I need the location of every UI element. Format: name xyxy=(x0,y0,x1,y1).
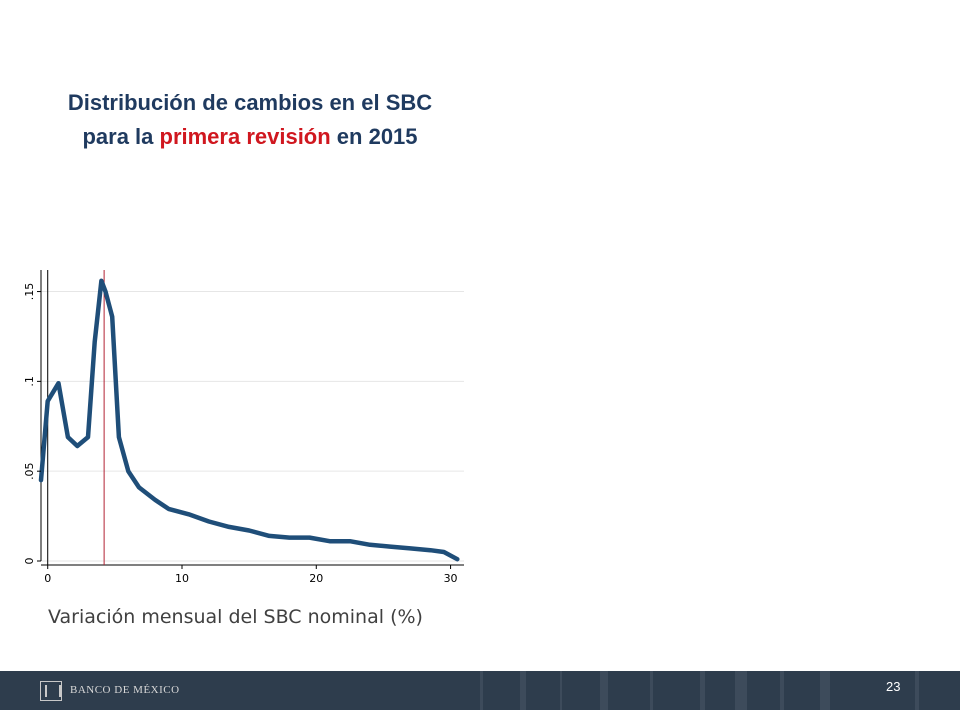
title-line-2-suffix: en 2015 xyxy=(330,124,418,149)
footer-stripe xyxy=(480,671,483,710)
x-tick-label: 20 xyxy=(309,572,323,585)
grid-layer xyxy=(41,291,464,562)
density-curve xyxy=(38,278,460,562)
y-tick-label: .15 xyxy=(23,283,36,301)
y-tick-label: .1 xyxy=(23,376,36,387)
y-tick-label: .05 xyxy=(23,462,36,480)
title-line-1: Distribución de cambios en el SBC xyxy=(67,90,433,115)
title-highlight: primera revisión xyxy=(159,124,331,149)
y-tick-label: 0 xyxy=(23,558,36,565)
footer-stripe xyxy=(820,671,830,710)
footer-stripe xyxy=(915,671,919,710)
footer-stripe xyxy=(520,671,526,710)
tick-layer: 0 .05 .1 .15 0 10 20 30 xyxy=(23,283,458,585)
bank-logo-icon xyxy=(40,681,62,701)
x-tick-label: 0 xyxy=(44,572,51,585)
slide-title: Distribución de cambios en el SBC para l… xyxy=(20,86,480,154)
axis-layer xyxy=(40,270,464,566)
footer-stripe xyxy=(735,671,747,710)
footer-stripe xyxy=(780,671,784,710)
footer-stripe xyxy=(600,671,608,710)
bank-logo-text: BANCO DE MÉXICO xyxy=(70,684,180,696)
footer-stripe xyxy=(650,671,653,710)
title-line-2-prefix: para la xyxy=(82,124,160,149)
page-number: 23 xyxy=(886,679,901,694)
series-layer xyxy=(38,278,460,562)
footer-bar: BANCO DE MÉXICO 23 xyxy=(0,671,960,710)
footer-stripe xyxy=(700,671,705,710)
title-line-2: para la primera revisión en 2015 xyxy=(20,120,480,154)
x-axis-caption: Variación mensual del SBC nominal (%) xyxy=(48,606,423,628)
x-tick-label: 30 xyxy=(444,572,458,585)
x-tick-label: 10 xyxy=(175,572,189,585)
footer-stripe xyxy=(560,671,562,710)
